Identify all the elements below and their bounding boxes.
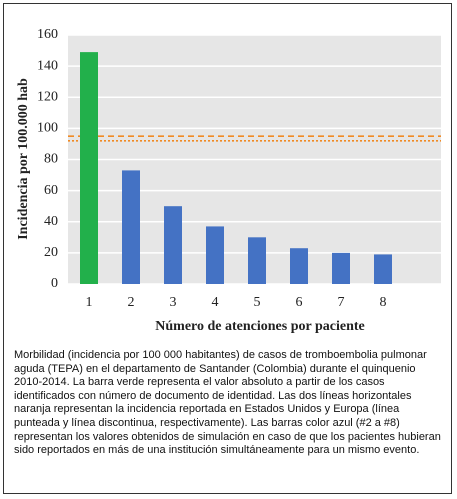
x-tick-label: 8 — [380, 295, 387, 310]
x-tick-label: 1 — [86, 295, 93, 310]
y-tick-label: 100 — [37, 121, 58, 136]
y-tick-label: 80 — [44, 152, 58, 167]
y-tick-label: 0 — [51, 276, 58, 291]
x-tick-label: 7 — [338, 295, 345, 310]
y-axis-label: Incidencia por 100.000 hab — [16, 78, 31, 240]
bar — [164, 206, 182, 284]
bar — [248, 237, 266, 284]
bar — [332, 252, 350, 284]
bar — [374, 254, 392, 284]
bar — [290, 248, 308, 284]
x-tick-label: 6 — [296, 295, 303, 310]
chart: Número de atenciones por paciente Incide… — [16, 27, 441, 334]
y-tick-label: 160 — [37, 27, 58, 42]
bar — [80, 52, 98, 285]
y-tick-label: 20 — [44, 245, 58, 260]
bar — [206, 226, 224, 284]
caption: Morbilidad (incidencia por 100 000 habit… — [14, 349, 441, 457]
x-tick-label: 4 — [212, 295, 219, 310]
y-tick-label: 120 — [37, 89, 58, 104]
x-tick-label: 3 — [170, 295, 177, 310]
x-tick-label: 2 — [128, 295, 135, 310]
figure-border — [3, 3, 452, 494]
y-tick-label: 140 — [37, 58, 58, 73]
y-tick-label: 40 — [44, 214, 58, 229]
bar — [122, 170, 140, 284]
y-tick-label: 60 — [44, 183, 58, 198]
x-axis-label: Número de atenciones por paciente — [155, 319, 364, 334]
x-tick-label: 5 — [254, 295, 261, 310]
